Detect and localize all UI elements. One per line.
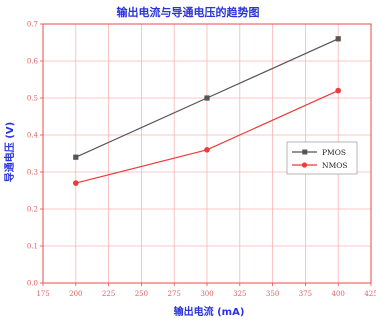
data-point-nmos — [73, 180, 79, 186]
y-tick-label: 0.7 — [27, 21, 38, 29]
y-tick-label: 0.2 — [27, 206, 38, 214]
data-point-pmos — [73, 154, 79, 160]
x-tick-label: 425 — [364, 290, 376, 298]
legend-label-pmos: PMOS — [322, 148, 346, 157]
x-tick-label: 200 — [69, 290, 82, 298]
x-tick-label: 400 — [332, 290, 345, 298]
x-tick-label: 275 — [168, 290, 181, 298]
data-point-pmos — [204, 95, 210, 101]
x-tick-label: 300 — [200, 290, 213, 298]
plot-frame — [42, 23, 372, 284]
chart-title: 输出电流与导通电压的趋势图 — [117, 5, 260, 19]
x-tick-label: 375 — [299, 290, 312, 298]
x-tick-label: 225 — [102, 290, 115, 298]
legend-box — [286, 141, 358, 175]
legend-marker-pmos — [302, 149, 308, 155]
x-tick-label: 350 — [266, 290, 279, 298]
x-tick-label: 250 — [135, 290, 148, 298]
data-point-pmos — [335, 36, 341, 42]
x-tick-label: 325 — [233, 290, 246, 298]
data-point-nmos — [335, 87, 342, 94]
x-tick-label: 175 — [36, 290, 49, 298]
y-tick-labels: 0.0 0.1 0.2 0.3 0.4 0.5 0.6 0.7 — [27, 21, 39, 288]
y-tick-label: 0.4 — [27, 132, 39, 140]
legend-marker-nmos — [301, 162, 308, 168]
y-tick-label: 0.0 — [27, 280, 38, 288]
axes — [40, 23, 372, 286]
y-tick-label: 0.3 — [27, 169, 38, 177]
y-tick-label: 0.5 — [27, 95, 38, 103]
legend-label-nmos: NMOS — [322, 161, 348, 170]
legend: PMOS NMOS — [286, 141, 358, 175]
series-group — [73, 36, 342, 186]
y-tick-label: 0.6 — [27, 58, 39, 66]
x-tick-labels: 175 200 225 250 275 300 325 350 375 400 425 — [36, 290, 376, 298]
x-axis-label: 输出电流 (mA) — [174, 305, 245, 318]
y-tick-label: 0.1 — [27, 243, 38, 251]
y-axis-label: 导通电压 (V) — [3, 122, 16, 182]
data-point-nmos — [204, 147, 210, 153]
